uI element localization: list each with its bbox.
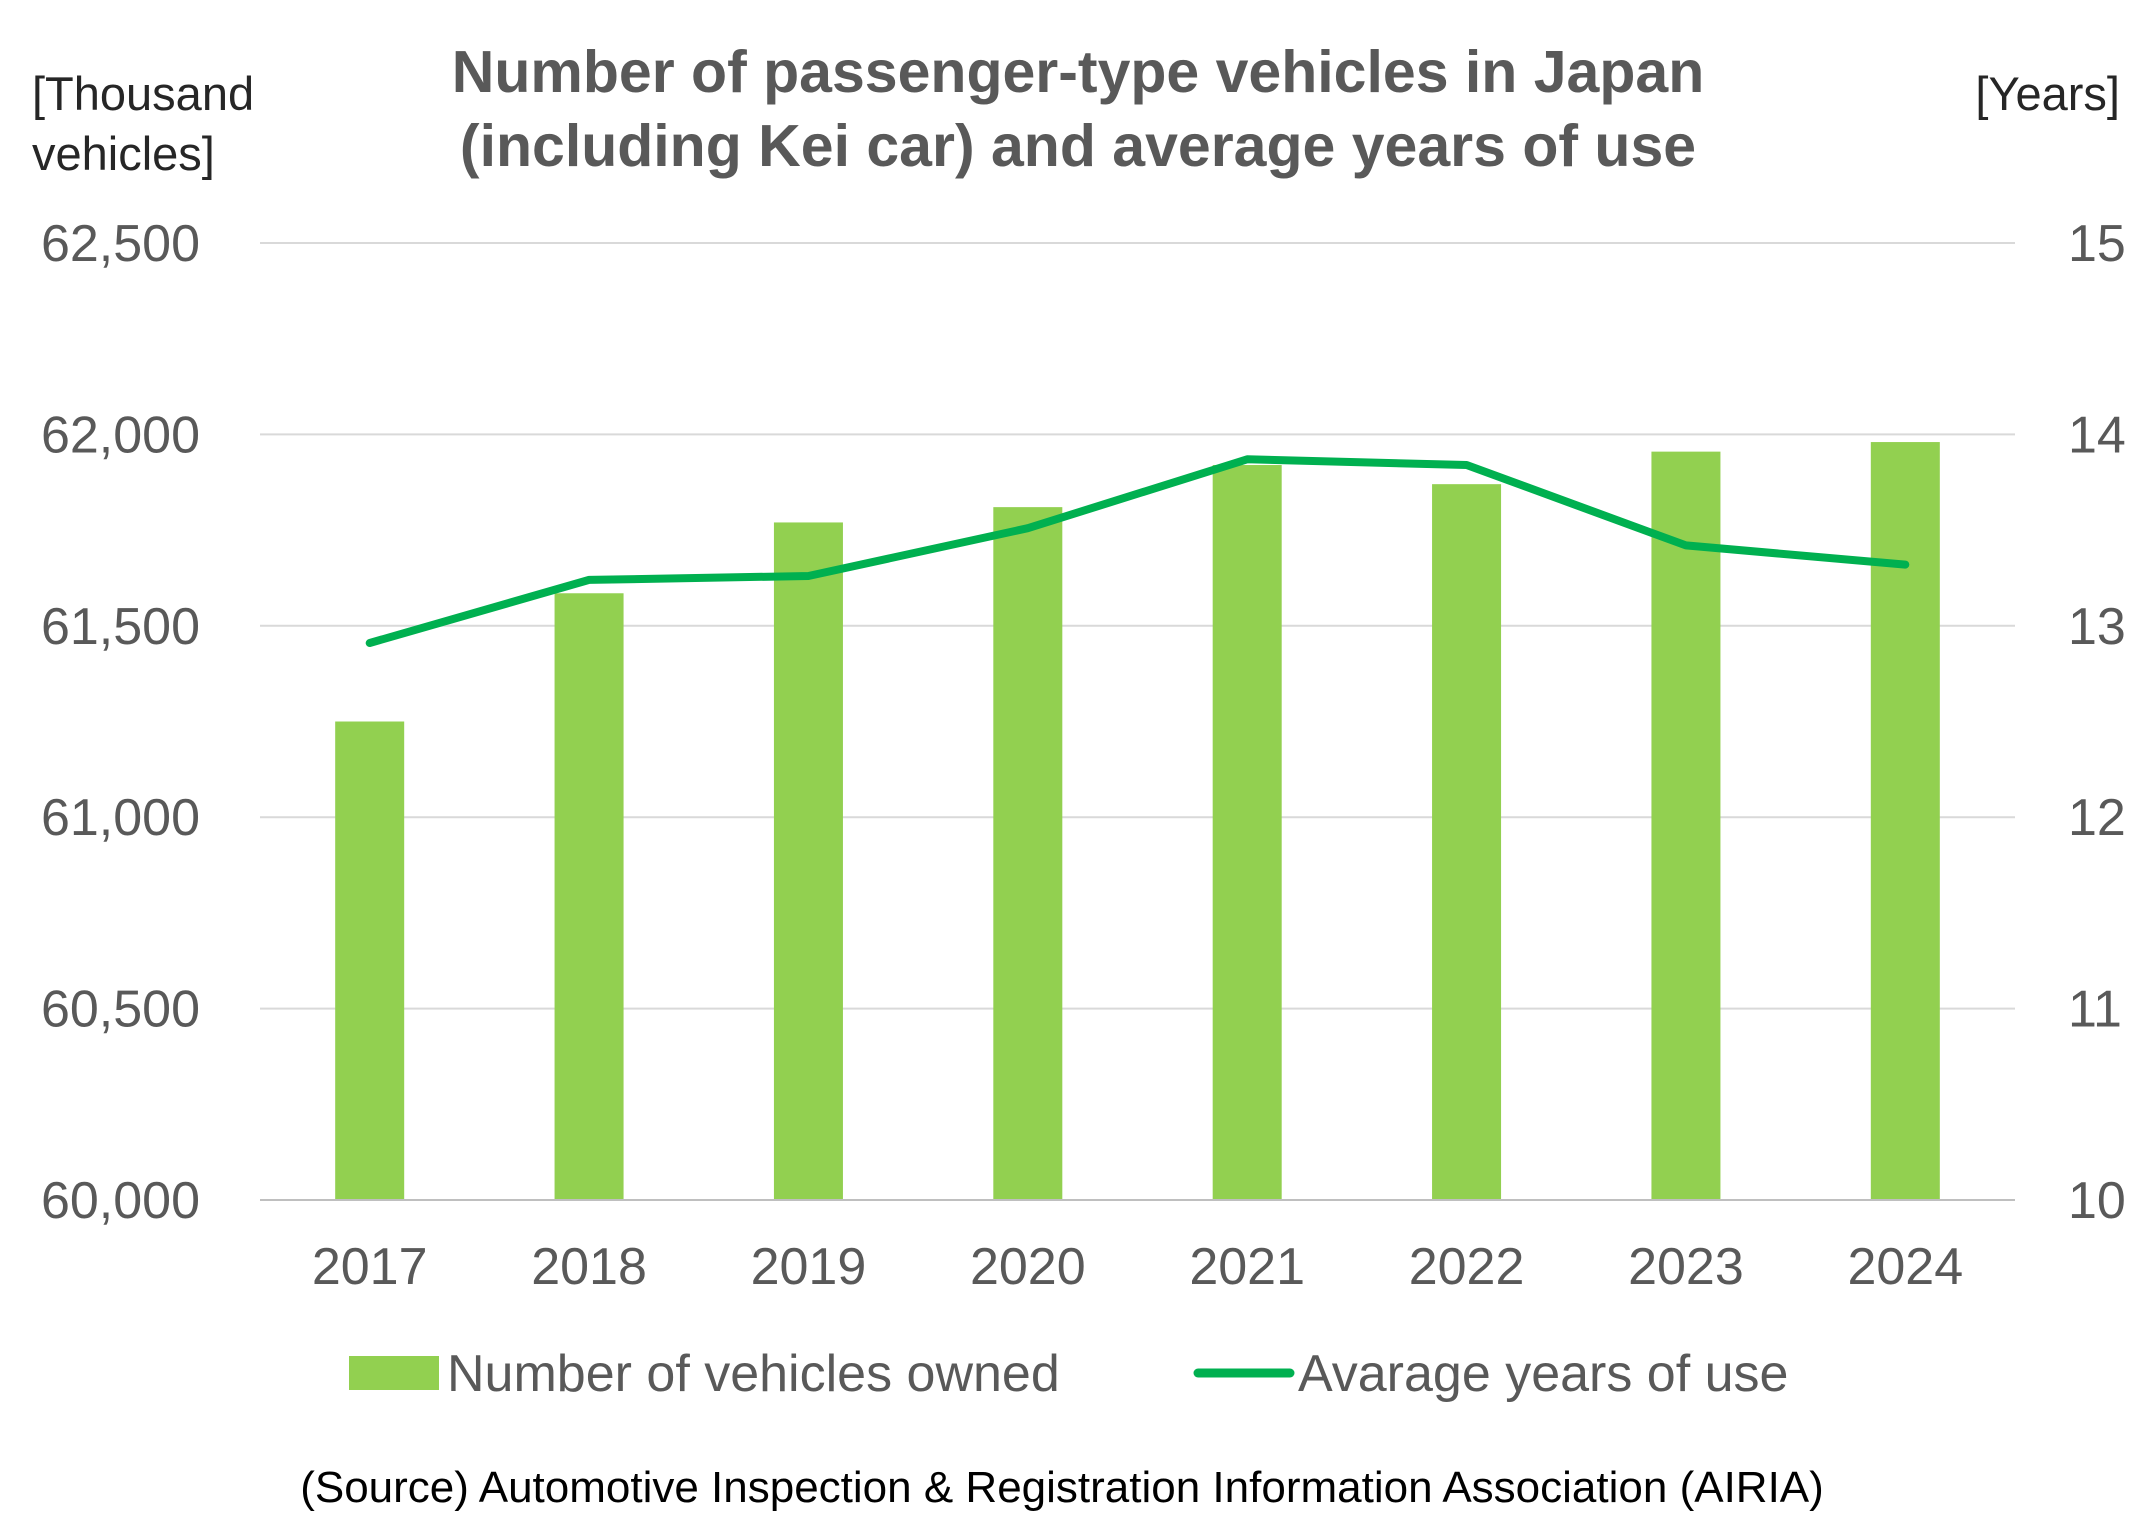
line-series <box>365 455 1910 647</box>
left-axis-unit-line-2: vehicles] <box>32 127 215 180</box>
x-axis-tick-label: 2023 <box>1628 1238 1744 1296</box>
left-axis-tick-label: 62,000 <box>41 406 200 464</box>
bar-2017 <box>335 721 405 1200</box>
legend-label-vehicles-owned: Number of vehicles owned <box>447 1345 1060 1403</box>
bar-2022 <box>1432 484 1502 1200</box>
x-axis-tick-label: 2017 <box>312 1238 428 1296</box>
bar-2019 <box>773 522 843 1200</box>
right-axis-tick-label: 15 <box>2068 215 2126 273</box>
left-axis-tick-label: 62,500 <box>41 215 200 273</box>
left-axis-tick-label: 61,500 <box>41 598 200 656</box>
x-axis-tick-label: 2021 <box>1189 1238 1305 1296</box>
line-point-2020 <box>1026 527 1029 530</box>
line-point-2017 <box>368 642 371 645</box>
bar-2023 <box>1651 451 1721 1201</box>
chart-title-line-2: (including Kei car) and average years of… <box>460 113 1696 179</box>
x-axis-tick-label: 2024 <box>1847 1238 1963 1296</box>
legend: Number of vehicles owned Avarage years o… <box>349 1345 1788 1403</box>
line-point-2024 <box>1904 563 1907 566</box>
x-axis-tick-label: 2018 <box>531 1238 647 1296</box>
grid-lines <box>260 242 2015 1201</box>
right-axis-tick-label: 13 <box>2068 598 2126 656</box>
left-axis-tick-label: 61,000 <box>41 789 200 847</box>
line-point-2018 <box>588 578 591 581</box>
line-point-2019 <box>807 575 810 578</box>
x-axis-tick-label: 2020 <box>970 1238 1086 1296</box>
x-axis-tick-label: 2019 <box>751 1238 867 1296</box>
bar-2024 <box>1870 442 1940 1200</box>
x-axis-tick-label: 2022 <box>1409 1238 1525 1296</box>
line-point-2022 <box>1465 464 1468 467</box>
legend-label-average-years: Avarage years of use <box>1298 1345 1788 1403</box>
legend-swatch-vehicles-owned <box>349 1356 439 1390</box>
right-axis-tick-label: 12 <box>2068 789 2126 847</box>
right-axis-tick-label: 14 <box>2068 406 2126 464</box>
left-axis-tick-label: 60,000 <box>41 1172 200 1230</box>
left-axis-ticks: 60,000 60,500 61,000 61,500 62,000 62,500 <box>41 215 200 1230</box>
line-point-2021 <box>1246 458 1249 461</box>
right-axis-tick-label: 10 <box>2068 1172 2126 1230</box>
x-axis-ticks: 2017 2018 2019 2020 2021 2022 2023 2024 <box>312 1238 1963 1296</box>
source-note: (Source) Automotive Inspection & Registr… <box>300 1463 1824 1512</box>
right-axis-unit: [Years] <box>1975 67 2120 120</box>
bar-2020 <box>993 507 1063 1201</box>
right-axis-ticks: 10 11 12 13 14 15 <box>2068 215 2126 1230</box>
right-axis-tick-label: 11 <box>2068 981 2122 1039</box>
line-point-2023 <box>1684 544 1687 547</box>
bar-2021 <box>1212 465 1282 1200</box>
left-axis-unit-line-1: [Thousand <box>32 67 254 120</box>
chart-title-line-1: Number of passenger-type vehicles in Jap… <box>452 39 1705 105</box>
bar-2018 <box>554 593 624 1200</box>
average-years-line <box>365 455 1910 647</box>
bar-series <box>260 442 2015 1201</box>
left-axis-tick-label: 60,500 <box>41 981 200 1039</box>
